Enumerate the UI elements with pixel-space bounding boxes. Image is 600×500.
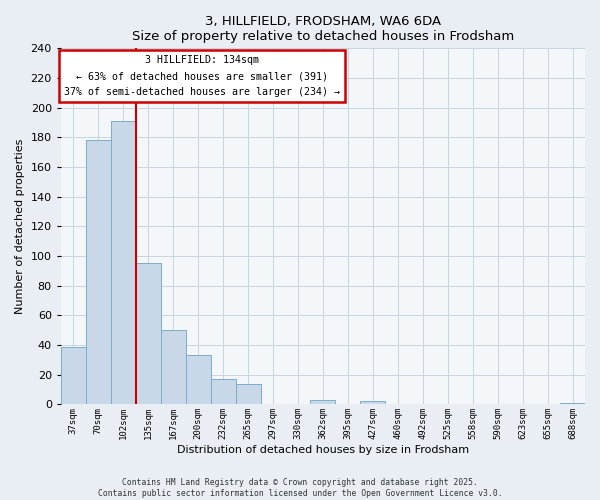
Bar: [560, 403, 585, 404]
Bar: [136, 264, 161, 404]
X-axis label: Distribution of detached houses by size in Frodsham: Distribution of detached houses by size …: [177, 445, 469, 455]
Bar: [86, 140, 111, 404]
Bar: [61, 346, 86, 405]
Bar: [185, 356, 211, 405]
Y-axis label: Number of detached properties: Number of detached properties: [15, 138, 25, 314]
Bar: [310, 400, 335, 404]
Bar: [111, 121, 136, 405]
Text: Contains HM Land Registry data © Crown copyright and database right 2025.
Contai: Contains HM Land Registry data © Crown c…: [98, 478, 502, 498]
Bar: [211, 379, 236, 404]
Title: 3, HILLFIELD, FRODSHAM, WA6 6DA
Size of property relative to detached houses in : 3, HILLFIELD, FRODSHAM, WA6 6DA Size of …: [132, 15, 514, 43]
Bar: [161, 330, 185, 404]
Text: 3 HILLFIELD: 134sqm
← 63% of detached houses are smaller (391)
37% of semi-detac: 3 HILLFIELD: 134sqm ← 63% of detached ho…: [64, 56, 340, 96]
Bar: [236, 384, 260, 404]
Bar: [361, 402, 385, 404]
